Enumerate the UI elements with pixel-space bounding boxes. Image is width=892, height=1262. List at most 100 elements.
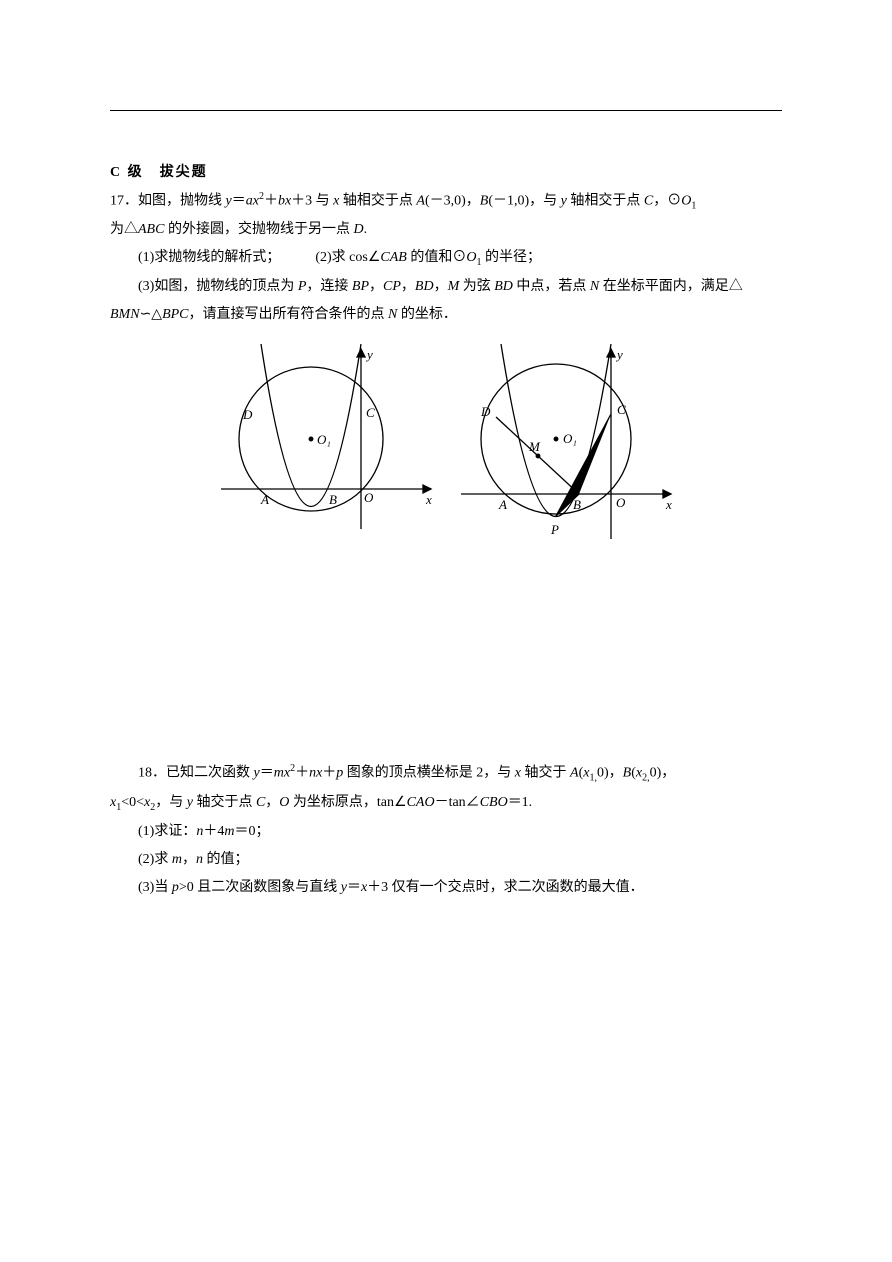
lbl-P: P [550,522,559,537]
op: ＋ [264,194,278,209]
sub1: 1 [691,200,696,211]
p17-q1q2: (1)求抛物线的解析式； (2)求 cos∠CAB 的值和⊙O1 的半径； [110,244,782,273]
var-n: n [309,766,316,781]
pt-C: C [256,795,265,810]
q3g: 中点，若点 [513,279,590,294]
p18-q1: (1)求证：n＋4m＝0； [110,818,782,846]
q3c: ＋3 仅有一个交点时，求二次函数的最大值． [367,880,644,895]
q3a: (3)当 [138,880,172,895]
pt-A: A [570,766,579,781]
CAB: CAB [380,250,406,265]
text: ＝1. [508,795,533,810]
pt-D: D [353,222,363,237]
q1a: (1)求证： [138,824,196,839]
ABC: ABC [138,222,164,237]
CAO: CAO [407,795,435,810]
pt-O: O [279,795,289,810]
lbl-O1: O₁ [317,432,331,447]
lbl-B: B [329,492,337,507]
q2b: 的值； [203,852,249,867]
BD: BD [415,279,434,294]
lbl-D: D [480,404,491,419]
text: ， [265,795,279,810]
op: ＋ [295,766,309,781]
var-p: p [172,880,179,895]
z: 0)， [650,766,676,781]
sub: 2, [642,773,650,784]
var-m: m [172,852,182,867]
coord: (－3,0)， [425,194,480,209]
var-b: b [278,194,285,209]
p4: ＋4 [203,824,224,839]
q2b: 的值和⊙ [407,250,467,265]
op: ＋ [322,766,336,781]
pt-A: A [416,194,425,209]
text: 轴交于点 [193,795,256,810]
section-header: C 级 拔尖题 [110,159,782,187]
CP: CP [383,279,401,294]
q3f: 为弦 [459,279,494,294]
lbl-M: M [528,439,541,454]
text: ，与 [155,795,187,810]
text: 轴相交于点 [339,194,416,209]
q3h: 在坐标平面内，满足△ [599,279,743,294]
text: 轴交于 [521,766,570,781]
q3c: ， [369,279,383,294]
p18-q2: (2)求 m，n 的值； [110,846,782,874]
text: 17．如图，抛物线 [110,194,226,209]
p17-q3: (3)如图，抛物线的顶点为 P，连接 BP，CP，BD，M 为弦 BD 中点，若… [110,273,782,301]
p17-q4: BMN∽△BPC，请直接写出所有符合条件的点 N 的坐标． [110,301,782,329]
lt: <0< [121,795,144,810]
q4b: ，请直接写出所有符合条件的点 [189,307,389,322]
p18-line2: x1<0<x2，与 y 轴交于点 C，O 为坐标原点，tan∠CAO－tan∠C… [110,789,782,818]
q1: (1)求抛物线的解析式； [138,250,273,265]
text: 的外接圆，交抛物线于另一点 [164,222,353,237]
coord: (－1,0)，与 [488,194,560,209]
q2a: (2)求 cos∠ [315,250,380,265]
lbl-A: A [498,497,507,512]
text: －tan∠ [435,795,480,810]
q3d: ， [401,279,415,294]
lbl-O: O [364,490,374,505]
pt-O1: O [681,194,691,209]
q4a: ∽△ [140,307,163,322]
e0: ＝0； [234,824,269,839]
eq: ＝ [347,880,361,895]
figure-row: y x O A B C D O₁ [110,339,782,549]
text: 为△ [110,222,138,237]
spacer [110,579,782,759]
lbl-C: C [366,405,375,420]
text: ，⊙ [653,194,681,209]
diagram-1: y x O A B C D O₁ [211,339,441,549]
text: 图象的顶点横坐标是 2，与 [343,766,515,781]
pt-M: M [448,279,460,294]
lbl-O1: O₁ [563,431,577,446]
lbl-O: O [616,495,626,510]
q2a: (2)求 [138,852,172,867]
pt-C: C [644,194,653,209]
var-m: m [224,824,234,839]
sub: 1, [589,773,597,784]
lbl-B: B [573,497,581,512]
BPC: BPC [162,307,188,322]
lbl-A: A [260,492,269,507]
op: ＝ [260,766,274,781]
q3b: >0 且二次函数图象与直线 [179,880,341,895]
p17-line1: 17．如图，抛物线 y＝ax2＋bx＋3 与 x 轴相交于点 A(－3,0)，B… [110,187,782,216]
CBO: CBO [480,795,508,810]
p17-line2: 为△ABC 的外接圆，交抛物线于另一点 D. [110,216,782,244]
q4c: 的坐标． [397,307,457,322]
lbl-y: y [615,347,623,362]
lbl-C: C [617,402,626,417]
pt-O1: O [466,250,476,265]
lbl-x: x [425,492,432,507]
z: 0)， [597,766,623,781]
text: 轴相交于点 [567,194,644,209]
p18-q3: (3)当 p>0 且二次函数图象与直线 y＝x＋3 仅有一个交点时，求二次函数的… [110,874,782,902]
var-n: n [196,852,203,867]
q2c: 的半径； [481,250,541,265]
text: 为坐标原点，tan∠ [289,795,406,810]
BMN: BMN [110,307,140,322]
top-rule [110,110,782,111]
text: 18．已知二次函数 [138,766,254,781]
